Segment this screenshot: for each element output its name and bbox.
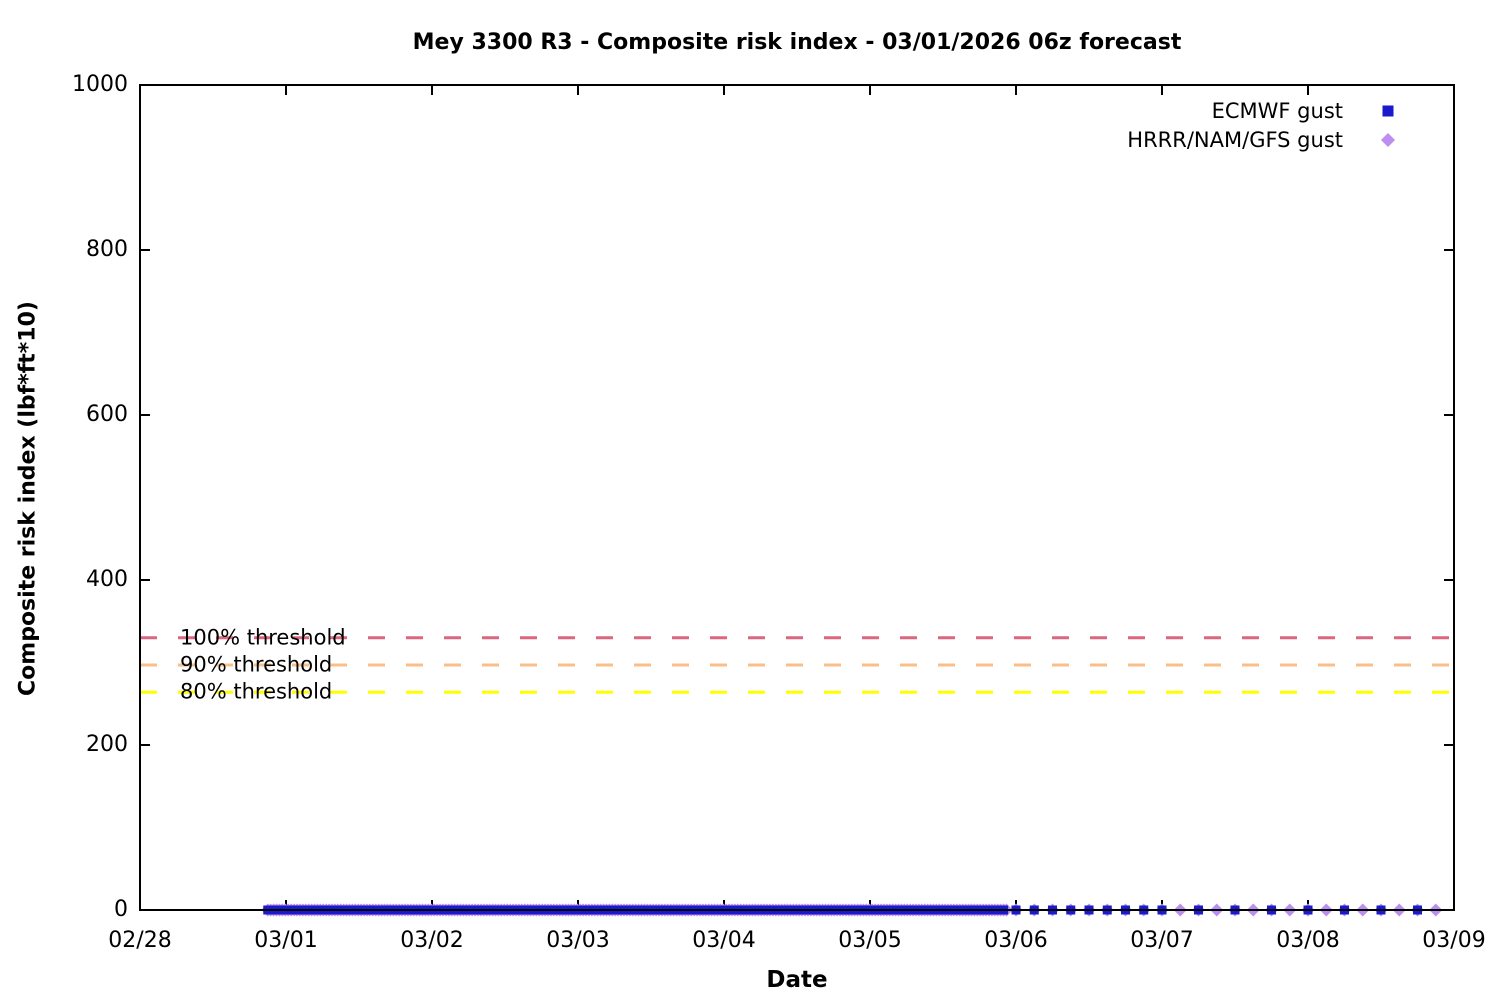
legend-square-marker-icon <box>1343 101 1433 121</box>
x-tick-label: 03/09 <box>1422 928 1486 953</box>
legend-label: HRRR/NAM/GFS gust <box>1127 127 1343 152</box>
chart-title: Mey 3300 R3 - Composite risk index - 03/… <box>412 30 1182 55</box>
threshold-label: 100% threshold <box>180 625 346 650</box>
legend-row: ECMWF gust <box>1127 96 1433 125</box>
x-tick-label: 03/01 <box>254 928 318 953</box>
y-tick-label: 1000 <box>72 72 128 97</box>
y-tick-label: 0 <box>114 897 128 922</box>
y-tick-label: 200 <box>86 732 128 757</box>
x-tick-label: 03/05 <box>838 928 902 953</box>
legend-label: ECMWF gust <box>1211 98 1343 123</box>
y-tick-label: 800 <box>86 237 128 262</box>
x-tick-label: 02/28 <box>108 928 172 953</box>
x-tick-label: 03/04 <box>692 928 756 953</box>
plot-border <box>139 84 1455 911</box>
threshold-label: 80% threshold <box>180 679 333 704</box>
x-tick-label: 03/02 <box>400 928 464 953</box>
x-axis-title: Date <box>766 967 828 993</box>
x-tick-label: 03/08 <box>1276 928 1340 953</box>
x-tick-label: 03/03 <box>546 928 610 953</box>
y-tick-label: 600 <box>86 402 128 427</box>
legend: ECMWF gust HRRR/NAM/GFS gust <box>1127 96 1433 154</box>
x-tick-label: 03/06 <box>984 928 1048 953</box>
y-axis-title: Composite risk index (lbf*ft*10) <box>15 301 41 696</box>
legend-row: HRRR/NAM/GFS gust <box>1127 125 1433 154</box>
threshold-label: 90% threshold <box>180 652 333 677</box>
x-tick-label: 03/07 <box>1130 928 1194 953</box>
legend-diamond-marker-icon <box>1343 130 1433 150</box>
y-tick-label: 400 <box>86 567 128 592</box>
